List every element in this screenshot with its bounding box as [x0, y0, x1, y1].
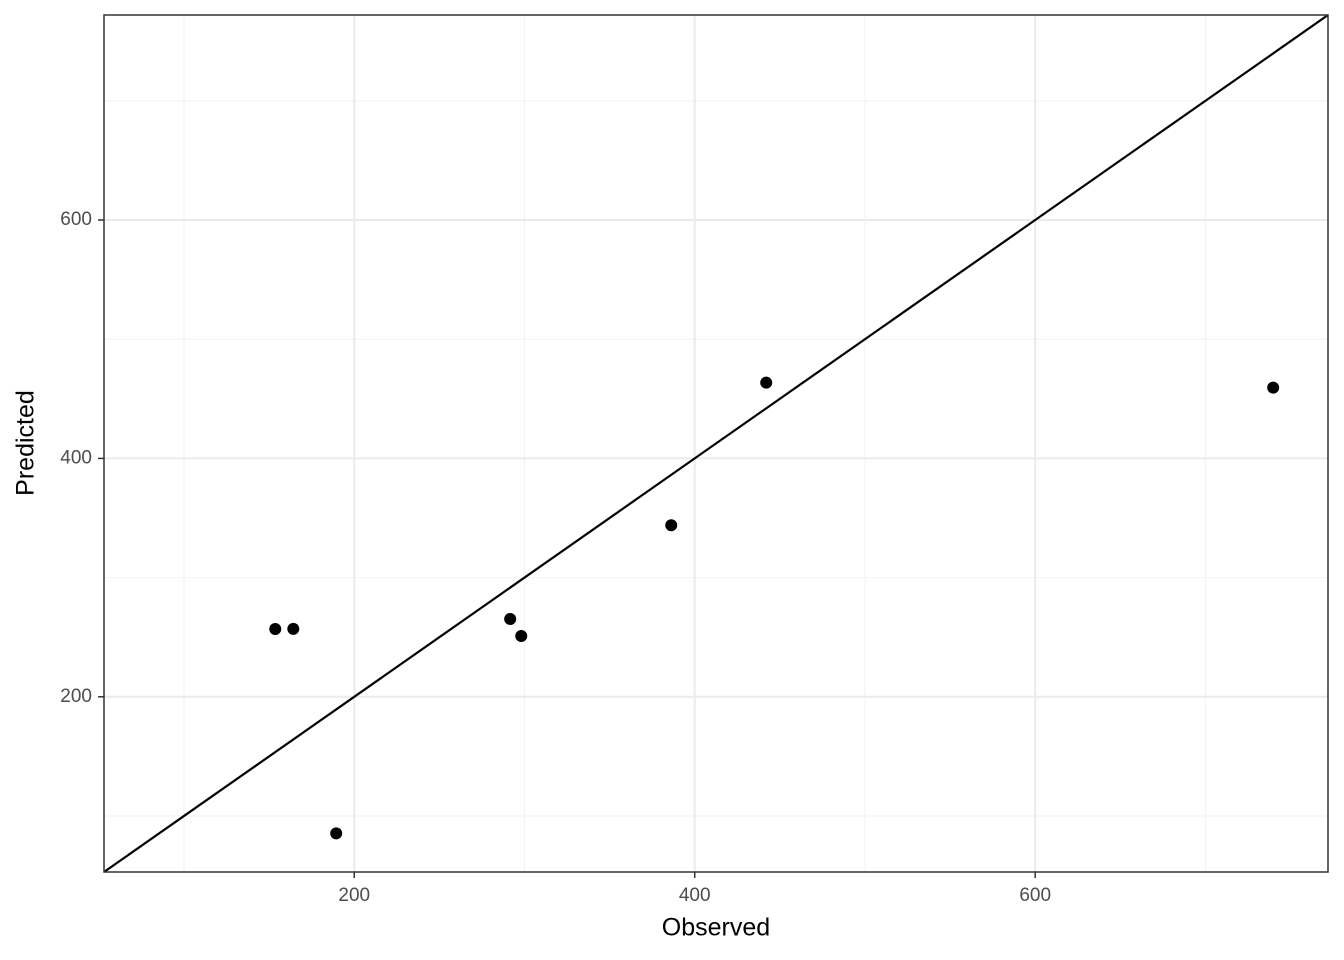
- y-tick-label: 600: [60, 209, 92, 230]
- point: [287, 622, 300, 635]
- point: [1267, 381, 1280, 394]
- x-axis-title: Observed: [662, 914, 770, 942]
- x-tick-label: 400: [679, 885, 711, 906]
- y-tick-label: 200: [60, 686, 92, 707]
- reference-line: [103, 14, 1329, 873]
- x-tick-label: 200: [338, 885, 370, 906]
- y-tick-label: 400: [60, 447, 92, 468]
- point: [515, 629, 528, 642]
- y-axis-title: Predicted: [12, 390, 40, 496]
- point: [269, 622, 282, 635]
- panel-border: [103, 14, 1329, 873]
- point: [665, 519, 678, 532]
- x-tick-label: 600: [1019, 885, 1051, 906]
- point: [760, 376, 773, 389]
- point: [504, 612, 517, 625]
- point: [330, 827, 343, 840]
